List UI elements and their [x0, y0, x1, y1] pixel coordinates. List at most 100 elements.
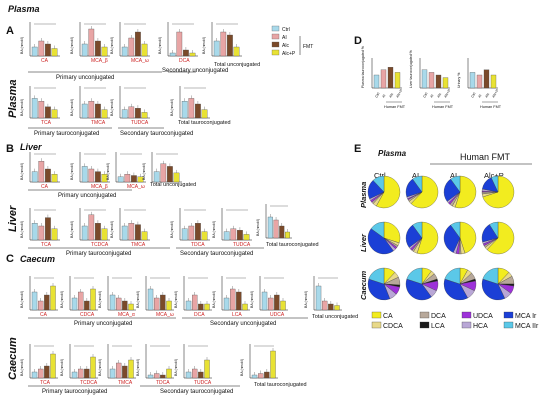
pie-chart	[481, 267, 515, 301]
label-b-secondary-tauro: Secondary tauroconjugated	[180, 251, 253, 257]
pie-slice	[412, 221, 423, 239]
bar	[116, 362, 122, 379]
panel-letter-b: B	[6, 143, 14, 155]
bar	[95, 171, 101, 183]
mini-bar-panel: BA (nmol/l)	[202, 22, 242, 57]
bile-acid-label: DCA	[179, 58, 190, 64]
bile-acid-label: TUDCA	[131, 120, 149, 126]
bar	[81, 166, 88, 183]
mini-bar-panel: BA (nmol/l) TDCA	[136, 344, 174, 386]
bar	[322, 300, 328, 311]
bile-acid-label: TMCA	[131, 242, 146, 248]
legend-label: MCA IIr	[515, 323, 539, 330]
y-axis-label: BA (nmol/l)	[212, 291, 216, 308]
x-tick-label: Ctrl	[470, 92, 476, 99]
bar	[128, 106, 135, 119]
bar	[81, 43, 88, 57]
bar	[101, 46, 108, 57]
bar	[428, 72, 435, 89]
panel-letter-a: A	[6, 25, 14, 37]
panel-e: Human FMT Ctrl AI AI Alc+P Plasma Plasma…	[359, 0, 539, 330]
pie-chart	[367, 175, 401, 209]
y-axis-label: BA (nmol/l)	[136, 291, 140, 308]
bile-acid-label: MCA_ω	[156, 312, 174, 318]
bile-acid-label: UDCA	[270, 312, 285, 318]
y-axis-label: BA (nmol/l)	[20, 291, 24, 308]
bar	[204, 359, 210, 379]
bar	[121, 46, 128, 57]
legend-swatch	[461, 311, 472, 319]
bile-acid-label: TCDCA	[80, 380, 98, 386]
bile-acid-label: LCA	[232, 312, 242, 318]
y-axis-label: BA (nmol/l)	[240, 359, 244, 376]
bar	[135, 108, 141, 119]
bar	[141, 231, 148, 241]
pie-slice	[406, 267, 423, 285]
x-tick-label: Ctrl	[374, 92, 380, 99]
label-c-primary-tauro: Primary tauroconjugated	[42, 389, 107, 395]
bar	[51, 48, 58, 57]
bar	[227, 34, 233, 57]
legend-swatch	[461, 321, 472, 329]
label-b-primary-tauro: Primary tauroconjugated	[66, 251, 131, 257]
y-axis-label: BA (nmol/l)	[142, 163, 146, 180]
bar	[38, 368, 44, 379]
pie-charts	[367, 175, 515, 301]
y-axis-label: BA (nmol/l)	[256, 219, 260, 236]
bar	[230, 288, 236, 311]
mini-bar-panel: BA (nmol/l) TUDCA	[212, 208, 252, 248]
legend-swatch	[503, 311, 514, 319]
bar	[394, 72, 401, 89]
bar	[51, 109, 58, 119]
bar	[204, 303, 210, 311]
label-a-total-tauro: Total tauroconjugated	[178, 120, 231, 126]
y-axis-label: BA (nmol/l)	[60, 291, 64, 308]
pie-slice	[412, 175, 423, 193]
y-axis-label: BA (nmol/l)	[174, 291, 178, 308]
x-tick-label: Ctrl	[422, 92, 428, 99]
legend-a-bracket-label: FMT	[303, 44, 313, 50]
bar	[128, 223, 135, 241]
panel-d-chart: Ctrl AI Alc Alc+P Plasma tauroconjugated % Hu…	[361, 46, 406, 109]
bar	[230, 228, 237, 241]
bile-acid-label: TCA	[41, 120, 52, 126]
bar	[38, 161, 45, 183]
bar	[50, 285, 56, 311]
panel-e-title-liver: Liver	[400, 0, 403, 1]
bar	[153, 171, 160, 183]
legend-label: DCA	[431, 313, 446, 320]
bar	[198, 371, 204, 379]
mini-bar-panel: BA (nmol/l)	[170, 86, 210, 119]
panel-e-col-ctrl: Ctrl	[374, 171, 386, 180]
x-tick-label: Alc	[388, 92, 394, 98]
bar	[201, 109, 208, 119]
pie-slice	[367, 278, 391, 301]
bar	[198, 303, 204, 311]
pie-slice	[486, 221, 515, 255]
legend-a-ai-label: AI	[282, 35, 287, 41]
legend-label: CDCA	[383, 323, 403, 330]
y-axis-label: BA (nmol/l)	[110, 221, 114, 238]
x-tick-label: Alc+P	[491, 88, 499, 99]
bar	[264, 371, 270, 379]
bile-acid-label: CDCA	[80, 312, 95, 318]
mini-bar-panel: BA (nmol/l) TCA	[20, 208, 60, 248]
bar	[81, 103, 88, 119]
x-tick-label: Alc	[436, 92, 442, 98]
bar	[315, 285, 322, 311]
bar	[328, 303, 334, 311]
pie-slice	[459, 221, 477, 254]
x-tick-label: AI	[381, 94, 386, 99]
bar	[195, 103, 201, 119]
y-axis-label: Plasma tauroconjugated %	[361, 46, 365, 88]
bar	[181, 101, 188, 119]
pie-chart	[443, 221, 477, 255]
y-axis-label: BA (nmol/l)	[106, 163, 110, 180]
label-a-secondary-tauro: Secondary tauroconjugated	[120, 131, 193, 137]
pie-slice	[367, 228, 394, 255]
bar	[88, 214, 95, 241]
bar	[81, 225, 88, 241]
section-title-liver: Liver	[20, 142, 42, 152]
pie-slice	[481, 278, 506, 301]
row-title-liver: Liver	[7, 205, 19, 232]
